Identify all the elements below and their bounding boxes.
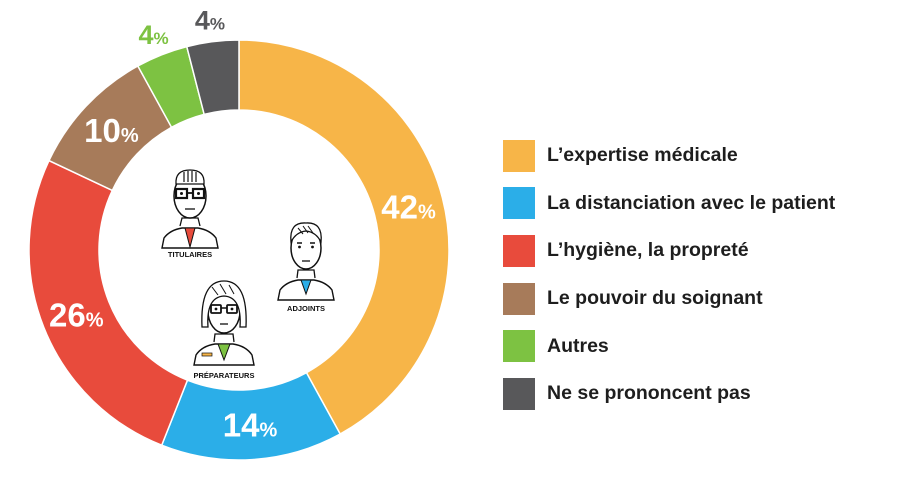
legend-item-autres: Autres: [503, 322, 898, 370]
legend-item-le-pouvoir-du-soignant: Le pouvoir du soignant: [503, 275, 898, 323]
legend-item-l-expertise-medicale: L’expertise médicale: [503, 132, 898, 180]
percent-label-l-expertise-medicale: 42%: [381, 188, 436, 225]
preparateurs-label: PRÉPARATEURS: [194, 371, 255, 380]
titulaires-figure: [161, 169, 219, 249]
slice-l-expertise-medicale: [238, 39, 450, 436]
legend-label: Le pouvoir du soignant: [547, 287, 763, 310]
legend-item-la-distanciation-avec-le-patient: La distanciation avec le patient: [503, 180, 898, 228]
legend-item-ne-se-prononcent-pas: Ne se prononcent pas: [503, 370, 898, 418]
percent-label-la-distanciation-avec-le-patient: 14%: [223, 407, 278, 444]
donut-slices: [28, 39, 450, 461]
adjoints-label: ADJOINTS: [287, 304, 325, 313]
legend-swatch: [503, 234, 535, 267]
legend-swatch: [503, 377, 535, 410]
adjoints-figure: [277, 222, 335, 301]
legend-label: Ne se prononcent pas: [547, 382, 751, 405]
legend-swatch: [503, 330, 535, 363]
legend-swatch: [503, 187, 535, 220]
percent-label-autres: 4%: [139, 20, 169, 50]
legend: L’expertise médicale La distanciation ave…: [503, 132, 898, 418]
percent-label-le-pouvoir-du-soignant: 10%: [84, 112, 139, 149]
percent-label-ne-se-prononcent-pas: 4%: [195, 6, 225, 36]
titulaires-label: TITULAIRES: [168, 250, 212, 259]
percent-label-l-hygiene-la-proprete: 26%: [49, 296, 104, 333]
slice-ne-se-prononcent-pas: [185, 39, 240, 116]
legend-swatch: [503, 282, 535, 315]
preparateurs-figure: [193, 280, 255, 366]
center-illustration: TITULAIRES ADJOINTS: [161, 169, 335, 380]
legend-label: L’expertise médicale: [547, 144, 738, 167]
slice-l-hygiene-la-proprete: [28, 159, 189, 447]
percent-labels: 42% 14% 26% 10% 4% 4%: [49, 6, 436, 444]
legend-label: L’hygiène, la propreté: [547, 239, 749, 262]
legend-label: La distanciation avec le patient: [547, 191, 836, 214]
legend-label: Autres: [547, 334, 609, 357]
legend-item-l-hygiene-la-proprete: L’hygiène, la propreté: [503, 227, 898, 275]
legend-swatch: [503, 139, 535, 172]
